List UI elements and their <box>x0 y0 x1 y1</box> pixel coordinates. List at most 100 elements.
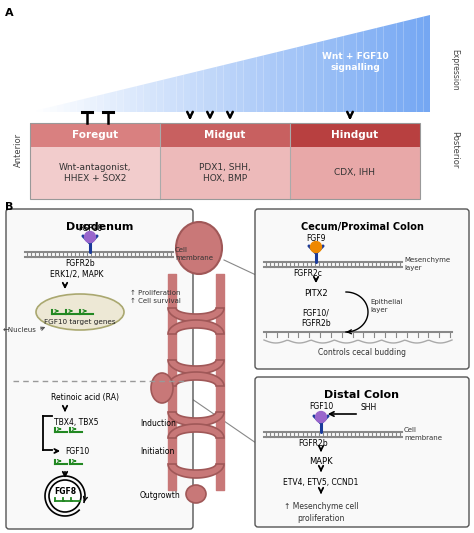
Polygon shape <box>168 360 224 374</box>
Text: Distal Colon: Distal Colon <box>325 390 400 400</box>
Polygon shape <box>303 44 310 112</box>
Polygon shape <box>330 38 337 112</box>
Text: ↑ Proliferation
↑ Cell survival: ↑ Proliferation ↑ Cell survival <box>129 290 181 304</box>
Polygon shape <box>170 76 177 112</box>
Text: A: A <box>5 8 14 18</box>
Polygon shape <box>317 41 323 112</box>
Polygon shape <box>36 109 43 112</box>
Text: ERK1/2, MAPK: ERK1/2, MAPK <box>50 270 103 279</box>
Circle shape <box>310 241 321 253</box>
Text: Wnt + FGF10
signalling: Wnt + FGF10 signalling <box>322 52 388 72</box>
Polygon shape <box>217 65 223 112</box>
Polygon shape <box>264 54 270 112</box>
Polygon shape <box>168 424 224 438</box>
Polygon shape <box>250 57 256 112</box>
Polygon shape <box>297 46 303 112</box>
Ellipse shape <box>176 222 222 274</box>
Text: Posterior: Posterior <box>450 131 459 168</box>
Text: FGF10 target genes: FGF10 target genes <box>44 319 116 325</box>
Text: Mesenchyme
layer: Mesenchyme layer <box>404 257 450 271</box>
Polygon shape <box>83 98 90 112</box>
Text: Retinoic acid (RA): Retinoic acid (RA) <box>51 393 119 402</box>
FancyBboxPatch shape <box>255 209 469 369</box>
Ellipse shape <box>36 294 124 330</box>
Bar <box>30 123 160 147</box>
Polygon shape <box>230 62 237 112</box>
Polygon shape <box>197 70 203 112</box>
Polygon shape <box>403 20 410 112</box>
Text: FGF10: FGF10 <box>309 402 333 411</box>
Text: MAPK: MAPK <box>309 457 333 466</box>
Ellipse shape <box>186 485 206 503</box>
Text: FGF8: FGF8 <box>54 488 76 497</box>
Polygon shape <box>168 372 224 386</box>
Text: Cecum/Proximal Colon: Cecum/Proximal Colon <box>301 222 423 232</box>
Polygon shape <box>256 55 264 112</box>
Polygon shape <box>57 104 64 112</box>
Text: B: B <box>5 202 13 212</box>
Polygon shape <box>370 28 377 112</box>
Text: FGF9: FGF9 <box>306 234 326 243</box>
Polygon shape <box>223 63 230 112</box>
Text: FGF10/
FGFR2b: FGF10/ FGFR2b <box>301 308 331 328</box>
Text: FGFR2b: FGFR2b <box>65 259 95 268</box>
Polygon shape <box>397 21 403 112</box>
Polygon shape <box>157 79 164 112</box>
Text: FGFR2b: FGFR2b <box>298 439 328 448</box>
Bar <box>290 147 420 199</box>
Bar <box>160 147 290 199</box>
Polygon shape <box>210 67 217 112</box>
Polygon shape <box>143 83 150 112</box>
Polygon shape <box>410 18 417 112</box>
Polygon shape <box>390 23 397 112</box>
Polygon shape <box>168 320 224 334</box>
Polygon shape <box>243 59 250 112</box>
Polygon shape <box>283 49 290 112</box>
Polygon shape <box>64 102 70 112</box>
Bar <box>30 147 160 199</box>
Text: Induction: Induction <box>140 419 176 429</box>
Polygon shape <box>90 96 97 112</box>
Text: Initiation: Initiation <box>140 448 174 456</box>
Text: Cell
membrane: Cell membrane <box>404 427 442 441</box>
Text: Outgrowth: Outgrowth <box>140 491 181 500</box>
Text: FGFR2c: FGFR2c <box>293 269 322 278</box>
Text: ↑ Mesenchyme cell
proliferation: ↑ Mesenchyme cell proliferation <box>283 502 358 523</box>
Polygon shape <box>203 68 210 112</box>
Text: Hindgut: Hindgut <box>331 130 379 140</box>
Text: FGF10: FGF10 <box>78 224 102 233</box>
Bar <box>30 123 420 199</box>
Text: Midgut: Midgut <box>204 130 246 140</box>
Polygon shape <box>350 33 356 112</box>
Polygon shape <box>50 106 57 112</box>
Text: Epithelial
layer: Epithelial layer <box>370 299 402 313</box>
Polygon shape <box>337 36 343 112</box>
Polygon shape <box>356 31 364 112</box>
Polygon shape <box>323 39 330 112</box>
Polygon shape <box>270 52 277 112</box>
Polygon shape <box>77 99 83 112</box>
Polygon shape <box>117 90 123 112</box>
Polygon shape <box>168 464 224 478</box>
Text: CDX, IHH: CDX, IHH <box>335 168 375 177</box>
Bar <box>290 123 420 147</box>
Text: ←Nucleus: ←Nucleus <box>3 327 37 333</box>
Text: Anterior: Anterior <box>13 133 22 167</box>
Polygon shape <box>130 86 137 112</box>
Text: SHH: SHH <box>361 403 377 412</box>
Text: Controls cecal budding: Controls cecal budding <box>318 348 406 357</box>
Polygon shape <box>164 78 170 112</box>
Polygon shape <box>343 35 350 112</box>
Ellipse shape <box>151 373 173 403</box>
FancyBboxPatch shape <box>6 209 193 529</box>
Polygon shape <box>137 85 143 112</box>
Polygon shape <box>177 75 183 112</box>
Text: Duodenum: Duodenum <box>66 222 133 232</box>
Polygon shape <box>43 107 50 112</box>
Polygon shape <box>30 110 36 112</box>
Polygon shape <box>237 60 243 112</box>
Polygon shape <box>277 51 283 112</box>
Text: ETV4, ETV5, CCND1: ETV4, ETV5, CCND1 <box>283 478 359 487</box>
Text: TBX4, TBX5: TBX4, TBX5 <box>54 418 99 427</box>
Polygon shape <box>417 17 423 112</box>
